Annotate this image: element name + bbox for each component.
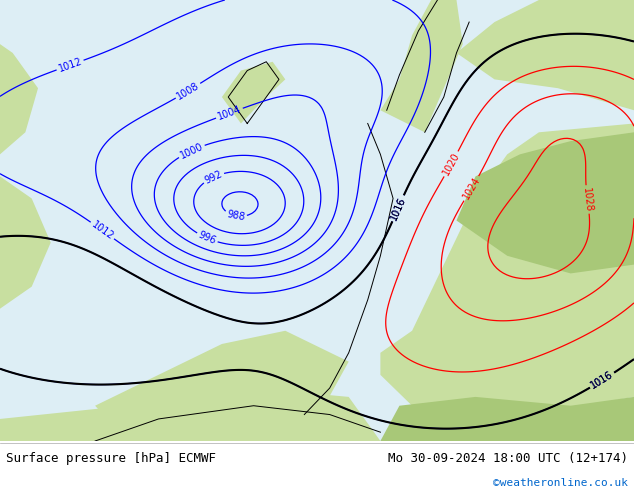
Text: 988: 988 bbox=[226, 209, 246, 222]
Text: 1016: 1016 bbox=[589, 369, 615, 391]
Text: Mo 30-09-2024 18:00 UTC (12+174): Mo 30-09-2024 18:00 UTC (12+174) bbox=[387, 452, 628, 465]
Text: 1024: 1024 bbox=[461, 175, 482, 201]
Text: 1008: 1008 bbox=[175, 80, 201, 101]
Text: 1028: 1028 bbox=[581, 187, 594, 212]
Polygon shape bbox=[0, 176, 51, 309]
Text: 1012: 1012 bbox=[57, 56, 83, 74]
Polygon shape bbox=[380, 0, 463, 132]
Text: 1016: 1016 bbox=[389, 195, 408, 221]
Text: 1000: 1000 bbox=[178, 141, 205, 160]
FancyBboxPatch shape bbox=[0, 0, 634, 441]
Text: 1004: 1004 bbox=[216, 104, 243, 122]
Text: 1020: 1020 bbox=[441, 151, 462, 177]
Polygon shape bbox=[456, 0, 634, 110]
Text: 992: 992 bbox=[203, 169, 224, 186]
Polygon shape bbox=[0, 44, 38, 154]
Text: 996: 996 bbox=[197, 230, 217, 246]
Text: 1016: 1016 bbox=[389, 195, 408, 221]
Text: Surface pressure [hPa] ECMWF: Surface pressure [hPa] ECMWF bbox=[6, 452, 216, 465]
Text: 1016: 1016 bbox=[589, 369, 615, 391]
Polygon shape bbox=[456, 132, 634, 273]
Polygon shape bbox=[380, 397, 634, 441]
Polygon shape bbox=[222, 62, 285, 123]
Polygon shape bbox=[0, 388, 380, 441]
Text: 1012: 1012 bbox=[89, 219, 115, 242]
Text: ©weatheronline.co.uk: ©weatheronline.co.uk bbox=[493, 478, 628, 488]
Polygon shape bbox=[95, 331, 349, 441]
Polygon shape bbox=[380, 123, 634, 419]
